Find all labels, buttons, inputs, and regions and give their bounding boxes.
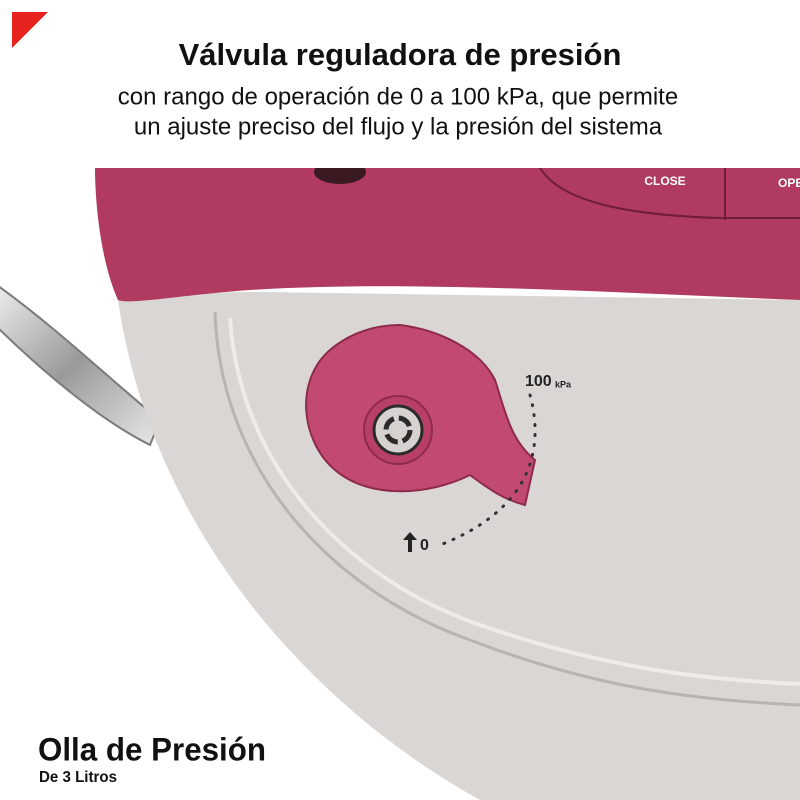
arrow-icon: [403, 532, 417, 552]
corner-mark: [12, 12, 48, 48]
lid-top: [95, 168, 800, 302]
subtitle-line: con rango de operación de 0 a 100 kPa, q…: [118, 83, 678, 110]
open-label: OPE: [778, 176, 800, 190]
button: [314, 168, 366, 184]
subtitle-line: un ajuste preciso del flujo y la presión…: [134, 113, 663, 140]
footer-subtitle: De 3 Litros: [39, 769, 117, 786]
valve-center: [383, 415, 413, 445]
lid-plate: [118, 292, 800, 800]
lid-rim-highlight: [228, 317, 800, 686]
photo: CLOSE OPE 100 kPa 0: [0, 168, 800, 800]
max-unit: kPa: [555, 379, 572, 389]
footer-title: Olla de Presión: [38, 731, 266, 767]
title: Válvula reguladora de presión: [179, 37, 622, 72]
close-label: CLOSE: [644, 174, 685, 188]
valve-core: [372, 404, 424, 456]
lid-panel: [539, 168, 800, 219]
handle: [0, 286, 162, 447]
pressure-scale: [438, 393, 537, 547]
max-value: 100: [525, 373, 552, 390]
min-value: 0: [420, 537, 429, 554]
lid-rim: [213, 311, 800, 707]
